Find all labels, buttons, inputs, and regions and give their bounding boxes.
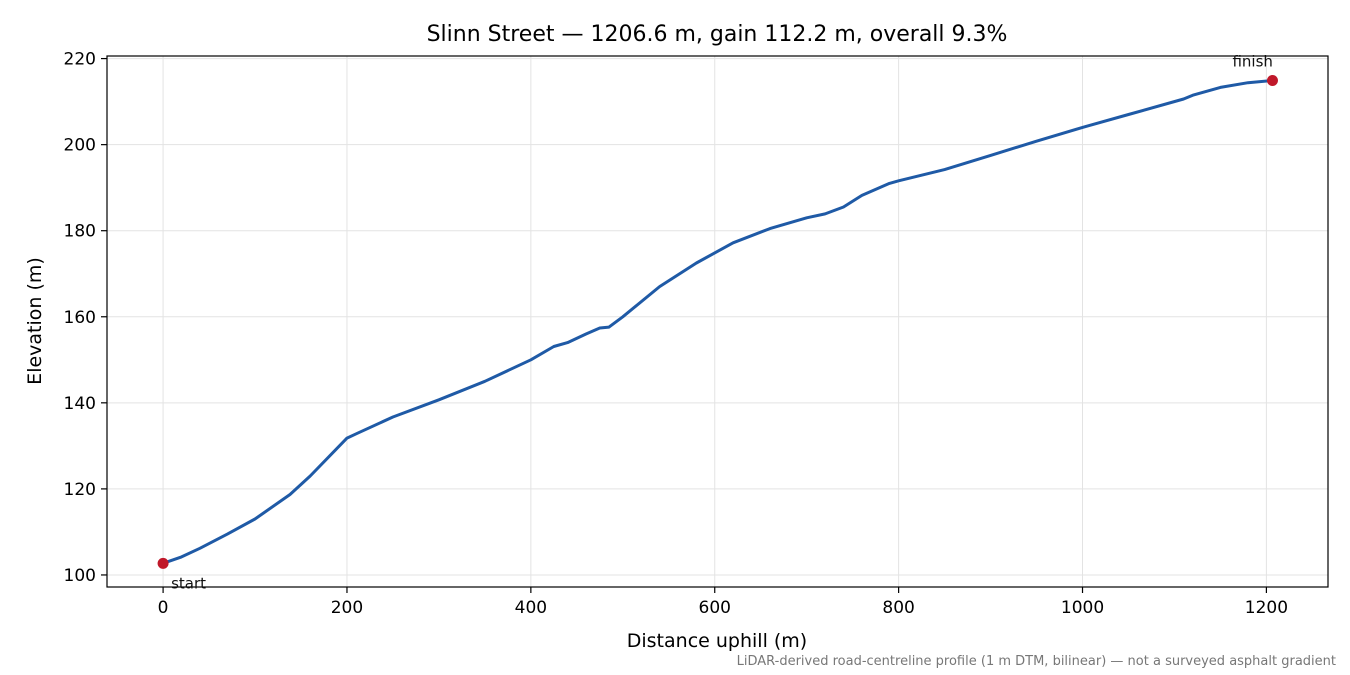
start-label: start — [171, 574, 206, 592]
plot-area-frame — [106, 55, 1329, 588]
y-axis-ticks: 100 120 140 160 180 200 220 — [64, 50, 107, 586]
finish-marker — [1266, 75, 1278, 87]
start-marker — [157, 557, 169, 569]
x-tick-label: 200 — [331, 598, 363, 618]
y-tick-label: 100 — [64, 566, 96, 586]
y-tick-label: 160 — [64, 308, 96, 328]
y-axis-label: Elevation (m) — [24, 257, 46, 385]
y-tick-label: 180 — [64, 222, 96, 242]
x-tick-label: 800 — [882, 598, 914, 618]
elevation-profile-line — [161, 79, 1274, 565]
x-tick-label: 0 — [158, 598, 169, 618]
y-tick-label: 120 — [64, 480, 96, 500]
endpoint-markers: start finish — [157, 53, 1278, 592]
x-tick-label: 1200 — [1245, 598, 1288, 618]
source-footnote: LiDAR-derived road-centreline profile (1… — [737, 654, 1336, 669]
y-tick-label: 200 — [64, 136, 96, 156]
finish-label: finish — [1232, 53, 1272, 71]
x-tick-label: 1000 — [1061, 598, 1104, 618]
x-tick-label: 600 — [699, 598, 731, 618]
y-tick-label: 220 — [64, 50, 96, 70]
chart-title: Slinn Street — 1206.6 m, gain 112.2 m, o… — [427, 22, 1008, 47]
x-tick-label: 400 — [515, 598, 547, 618]
x-axis-label: Distance uphill (m) — [627, 630, 807, 652]
x-gridlines — [162, 56, 1267, 587]
x-axis-ticks: 0 200 400 600 800 1000 1200 — [158, 587, 1288, 618]
y-tick-label: 140 — [64, 394, 96, 414]
y-gridlines — [107, 58, 1328, 576]
